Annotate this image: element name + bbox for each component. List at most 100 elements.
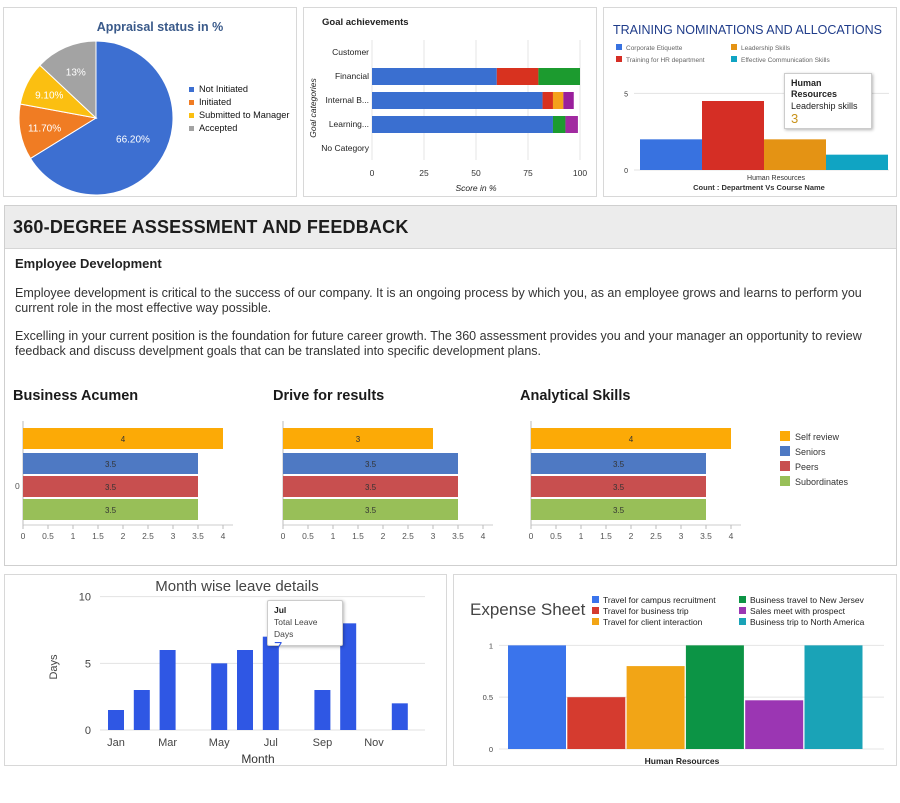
expense-panel: Expense Sheet Travel for campus recruitm…: [453, 574, 897, 766]
goals-bar-internal-b-red: [542, 92, 553, 109]
goals-bar-internal-b-blue: [372, 92, 543, 109]
assessment-bar-business-acumen-self-review: [23, 428, 223, 449]
goals-category-learning: Learning...: [329, 119, 369, 129]
assessment-xtick-drive-for-results-0: 0: [281, 531, 286, 541]
expense-chart: Expense Sheet Travel for campus recruitm…: [470, 595, 884, 766]
assessment-xtick-business-acumen-0-5: 0.5: [42, 531, 54, 541]
leave-title: Month wise leave details: [155, 578, 318, 595]
assessment-xtick-analytical-skills-0: 0: [529, 531, 534, 541]
assessment-chart-drive-for-results: 3 3.5 3.5 3.5 0 0.5 1 1.5 2 2.5 3 3.5 4: [281, 421, 493, 541]
leave-panel: Month wise leave details Days Month 0 5 10…: [4, 574, 447, 766]
goals-bar-financial-green: [538, 68, 580, 85]
assessment-bar-drive-for-results-peers: [283, 476, 458, 497]
pie-legend-swatch-submitted-to-manager: [189, 113, 194, 118]
assessment-xtick-analytical-skills-2: 2: [629, 531, 634, 541]
assessment-legend-swatch-peers: [780, 461, 790, 471]
leave-bar-jul: [262, 636, 279, 730]
training-legend-swatch-corporate-etiquette: [616, 44, 622, 50]
expense-bar-travel-for-client-interaction: [626, 666, 685, 749]
pie-slice-accepted: [39, 40, 97, 120]
assessment-xtick-analytical-skills-4: 4: [729, 531, 734, 541]
assessment-bar-label-drive-for-results-self-review: 3: [356, 435, 361, 444]
goals-category-financial: Financial: [335, 71, 369, 81]
pie-legend-label-accepted: Accepted: [199, 123, 237, 133]
pie-legend-swatch-not-initiated: [189, 87, 194, 92]
training-tooltip-line1: Human: [791, 78, 822, 88]
assessment-chart-analytical-skills: 4 3.5 3.5 3.5 0 0.5 1 1.5 2 2.5 3 3.5 4: [529, 421, 741, 541]
training-bar-training-for-hr-department: [702, 101, 764, 170]
pie-legend-label-submitted-to-manager: Submitted to Manager: [199, 110, 289, 120]
assessment-xtick-business-acumen-2-5: 2.5: [142, 531, 154, 541]
assessment-legend-label-peers: Peers: [795, 462, 819, 472]
pie-slice-not-initiated: [29, 40, 174, 196]
employee-development-title: Employee Development: [15, 256, 162, 271]
assessment-xtick-business-acumen-1: 1: [71, 531, 76, 541]
assessment-charts: 4 3.5 3.5 3.5 0 0.5 1 1.5 2 2.5 3 3.5 4 3 3.5 3.5 3.5 0 0.…: [15, 421, 849, 541]
training-legend-label-effective-communication-skills: Effective Communication Skills: [741, 57, 830, 64]
leave-ytick-10: 10: [79, 592, 91, 604]
assessment-xtick-business-acumen-2: 2: [121, 531, 126, 541]
expense-legend-swatch-travel-for-client-interaction: [592, 618, 599, 625]
training-legend-label-leadership-skills: Leadership Skills: [741, 45, 791, 52]
goals-category-internal-b: Internal B...: [326, 95, 369, 105]
goals-bar-internal-b-orange: [552, 92, 564, 109]
assessment-bar-label-analytical-skills-subordinates: 3.5: [613, 506, 625, 515]
training-chart: TRAINING NOMINATIONS AND ALLOCATIONS Cor…: [613, 23, 889, 192]
assessment-xtick-drive-for-results-2: 2: [381, 531, 386, 541]
pie-label-accepted: 13%: [66, 67, 86, 78]
expense-title: Expense Sheet: [470, 600, 586, 619]
assessment-legend-swatch-seniors: [780, 446, 790, 456]
assessment-xtick-business-acumen-0: 0: [21, 531, 26, 541]
leave-tooltip: Jul Total Leave Days 7: [267, 600, 343, 655]
pie-legend-swatch-accepted: [189, 126, 194, 131]
expense-bar-travel-for-business-trip: [567, 697, 626, 749]
training-legend-swatch-training-for-hr-department: [616, 56, 622, 62]
assessment-section: 360-DEGREE ASSESSMENT AND FEEDBACK Emplo…: [4, 205, 897, 566]
goals-bar-learning-green: [552, 116, 566, 133]
leave-ylabel: Days: [48, 654, 60, 680]
assessment-bar-label-drive-for-results-peers: 3.5: [365, 483, 377, 492]
leave-bar-oct: [340, 623, 357, 730]
expense-legend-label-travel-for-client-interaction: Travel for client interaction: [603, 617, 703, 627]
goals-bar-learning-blue: [372, 116, 553, 133]
leave-tooltip-label: Total Leave Days: [274, 617, 318, 639]
assessment-legend-swatch-self-review: [780, 431, 790, 441]
assessment-bar-business-acumen-peers: [23, 476, 198, 497]
goals-ylabel: Goal categories: [308, 77, 318, 137]
expense-ytick-0: 0: [489, 745, 493, 754]
training-category-label: Human Resources: [747, 175, 805, 182]
training-tooltip-line2: Resources: [791, 89, 838, 99]
goals-xtick-50: 50: [471, 168, 481, 178]
assessment-xtick-analytical-skills-0-5: 0.5: [550, 531, 562, 541]
assessment-xtick-drive-for-results-2-5: 2.5: [402, 531, 414, 541]
expense-xlabel: Human Resources: [645, 756, 720, 766]
assessment-xtick-analytical-skills-3: 3: [679, 531, 684, 541]
appraisal-title: Appraisal status in %: [97, 20, 223, 34]
leave-ytick-0: 0: [85, 725, 91, 737]
assessment-xtick-drive-for-results-4: 4: [481, 531, 486, 541]
leave-xtick-may: May: [209, 737, 230, 749]
pie-legend-swatch-initiated: [189, 100, 194, 105]
goals-panel: Goal achievements Goal categories Score …: [303, 7, 597, 197]
leave-bar-sep: [314, 690, 331, 730]
goals-xlabel: Score in %: [455, 183, 497, 193]
assessment-bar-label-business-acumen-peers: 3.5: [105, 483, 117, 492]
leave-bar-feb: [133, 690, 150, 730]
expense-legend-swatch-travel-for-business-trip: [592, 607, 599, 614]
pie-label-initiated: 11.70%: [28, 124, 61, 135]
assessment-legend-label-subordinates: Subordinates: [795, 477, 849, 487]
assessment-bar-analytical-skills-subordinates: [531, 499, 706, 520]
goals-bar-learning-magenta: [565, 116, 578, 133]
pie-legend-label-not-initiated: Not Initiated: [199, 84, 248, 94]
training-bar-effective-communication-skills: [826, 154, 888, 170]
leave-bar-dec: [391, 703, 408, 730]
goals-bar-internal-b-purple: [563, 92, 574, 109]
business-acumen-title: Business Acumen: [13, 388, 139, 404]
training-panel: TRAINING NOMINATIONS AND ALLOCATIONS Cor…: [603, 7, 897, 197]
expense-bar-travel-for-campus-recruitment: [508, 645, 566, 749]
assessment-xtick-business-acumen-1-5: 1.5: [92, 531, 104, 541]
assessment-xtick-analytical-skills-2-5: 2.5: [650, 531, 662, 541]
pie-label-not-initiated: 66.20%: [116, 135, 150, 146]
assessment-bar-label-business-acumen-self-review: 4: [121, 435, 126, 444]
expense-legend-swatch-travel-for-campus-recruitment: [592, 596, 599, 603]
